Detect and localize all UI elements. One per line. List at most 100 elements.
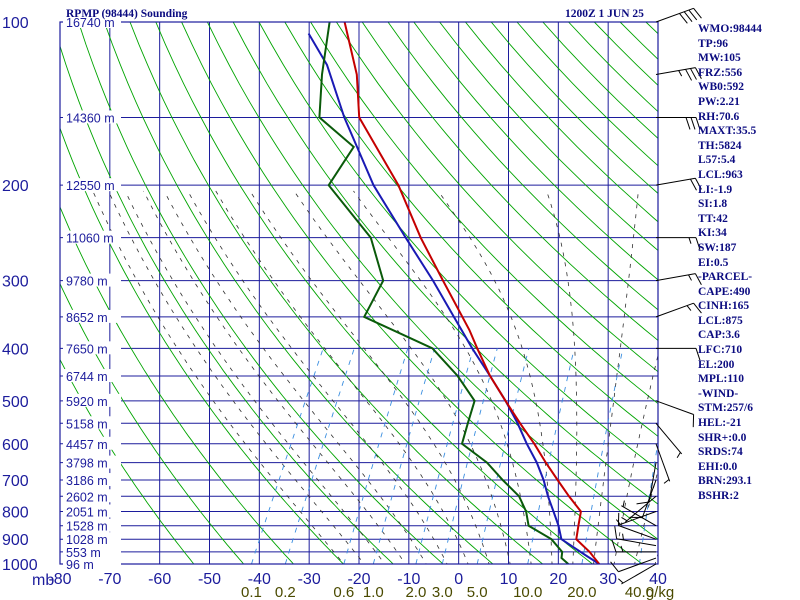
index-item: L57:5.4 (698, 154, 736, 167)
index-item: CINH:165 (698, 300, 750, 313)
temperature-tick-label: 10 (500, 571, 518, 588)
wind-barb-feather (688, 9, 698, 21)
wind-barb-half-feather (688, 274, 692, 281)
mixing-ratio-label: 2.0 (405, 584, 426, 600)
index-item: EI:0.5 (698, 256, 729, 269)
pressure-tick-label: 200 (2, 178, 29, 195)
temperature-tick-label: -70 (98, 571, 121, 588)
pressure-tick-label: 900 (2, 532, 29, 549)
mixing-ratio-line (251, 348, 324, 564)
wind-barb-staff (621, 563, 657, 585)
wind-barb-feather (690, 117, 696, 130)
height-label: 553 m (66, 546, 101, 560)
wind-barb (655, 302, 702, 318)
height-label-bg (63, 230, 121, 244)
wind-barb-feather (694, 67, 702, 79)
mixing-ratio-line (343, 348, 409, 564)
index-item: -PARCEL- (698, 271, 753, 284)
dry-adiabat (60, 44, 394, 564)
mixing-ratio-line (415, 348, 474, 564)
mixing-ratio-line (284, 348, 355, 564)
height-label-bg (63, 489, 121, 503)
height-label: 4457 m (66, 438, 108, 452)
wind-barb-feather (679, 13, 688, 24)
pressure-tick-label: 300 (2, 274, 29, 291)
height-label-bg (63, 341, 121, 355)
mixing-ratio-line (581, 348, 624, 564)
dry-adiabat (336, 22, 658, 373)
wind-barb (656, 347, 701, 361)
wind-barb-staff (621, 505, 657, 527)
height-label-bg (63, 416, 121, 430)
index-item: WB0:592 (698, 81, 744, 94)
pressure-tick-label: 400 (2, 341, 29, 358)
mixing-ratio-line (638, 439, 658, 564)
index-item: SRDS:74 (698, 446, 743, 459)
mixing-ratio-labels: 0.1 0.2 0.6 1.0 2.0 3.0 5.0 10.0 20.0 40.0g/kg (241, 584, 674, 600)
index-item: TP:96 (698, 37, 729, 50)
mixing-ratio-label: 0.1 (241, 584, 262, 600)
wind-barb-half-feather (663, 479, 670, 484)
height-label-bg (63, 518, 121, 532)
height-label: 12550 m (66, 179, 115, 193)
temperature-tick-label: -40 (248, 571, 271, 588)
wind-barb (655, 400, 695, 428)
dry-adiabat (232, 22, 658, 505)
temperature-tick-label: -20 (347, 571, 370, 588)
height-label-bg (63, 532, 121, 546)
temperature-tick-label: 30 (599, 571, 617, 588)
mixing-ratio-label: 3.0 (432, 584, 453, 600)
mixing-ratio-line (372, 348, 436, 564)
temperature-trace (343, 22, 600, 564)
index-item: PW:2.21 (698, 95, 740, 108)
dry-adiabat (103, 22, 494, 564)
wind-barb-staff (616, 538, 657, 547)
wind-barb-half-feather (621, 516, 628, 522)
index-item: WMO:98444 (698, 23, 762, 35)
pressure-tick-label: 1000 (2, 557, 38, 574)
temperature-tick-label: -80 (48, 571, 71, 588)
wind-barb-staff (618, 511, 657, 526)
temperature-tick-label: 20 (549, 571, 567, 588)
height-labels: 16740 m 14360 m 12550 m 11060 m 9780 m 8652 m… (63, 15, 121, 572)
index-item: SI:1.8 (698, 198, 728, 211)
moist-adiabat (546, 190, 578, 564)
wind-barb (655, 177, 702, 191)
wind-barb (655, 273, 702, 286)
wind-barb-half-feather (615, 519, 621, 525)
temperature-tick-label: -10 (397, 571, 420, 588)
wind-barb-staff (618, 557, 657, 573)
height-label: 7650 m (66, 342, 108, 356)
wind-barb-feather (610, 561, 619, 573)
moist-adiabat (613, 353, 658, 564)
height-label: 14360 m (66, 111, 115, 125)
mixing-ratio-line (441, 348, 498, 564)
wind-barb-feather (695, 348, 701, 361)
index-item: CAP:3.6 (698, 329, 740, 342)
height-label: 2602 m (66, 490, 108, 504)
index-item: LCL:963 (698, 168, 743, 181)
mixing-ratio-label: 0.2 (275, 584, 296, 600)
wind-barb-feather (611, 539, 617, 553)
wind-barb-column (610, 7, 702, 585)
dry-adiabat (206, 22, 658, 540)
index-item: LI:-1.9 (698, 183, 733, 196)
wind-barb-staff (648, 462, 657, 503)
pressure-tick-label: 600 (2, 437, 29, 454)
wind-barb-feather (694, 273, 702, 286)
height-label-bg (63, 455, 121, 469)
wind-barb-feather (685, 117, 691, 130)
moist-adiabat (215, 190, 469, 564)
temperature-tick-label: 0 (454, 571, 463, 588)
index-item: -WIND- (698, 387, 739, 400)
parcel-trace (307, 32, 600, 564)
wind-barb-half-feather (678, 70, 683, 77)
temperature-tick-label: -50 (198, 571, 221, 588)
wind-barb (655, 7, 702, 24)
wind-barb (618, 563, 657, 585)
dry-adiabat (284, 22, 658, 437)
dry-adiabat (60, 126, 344, 564)
wind-barb-feather (694, 177, 702, 190)
valid-time: 1200Z 1 JUN 25 (565, 8, 644, 20)
